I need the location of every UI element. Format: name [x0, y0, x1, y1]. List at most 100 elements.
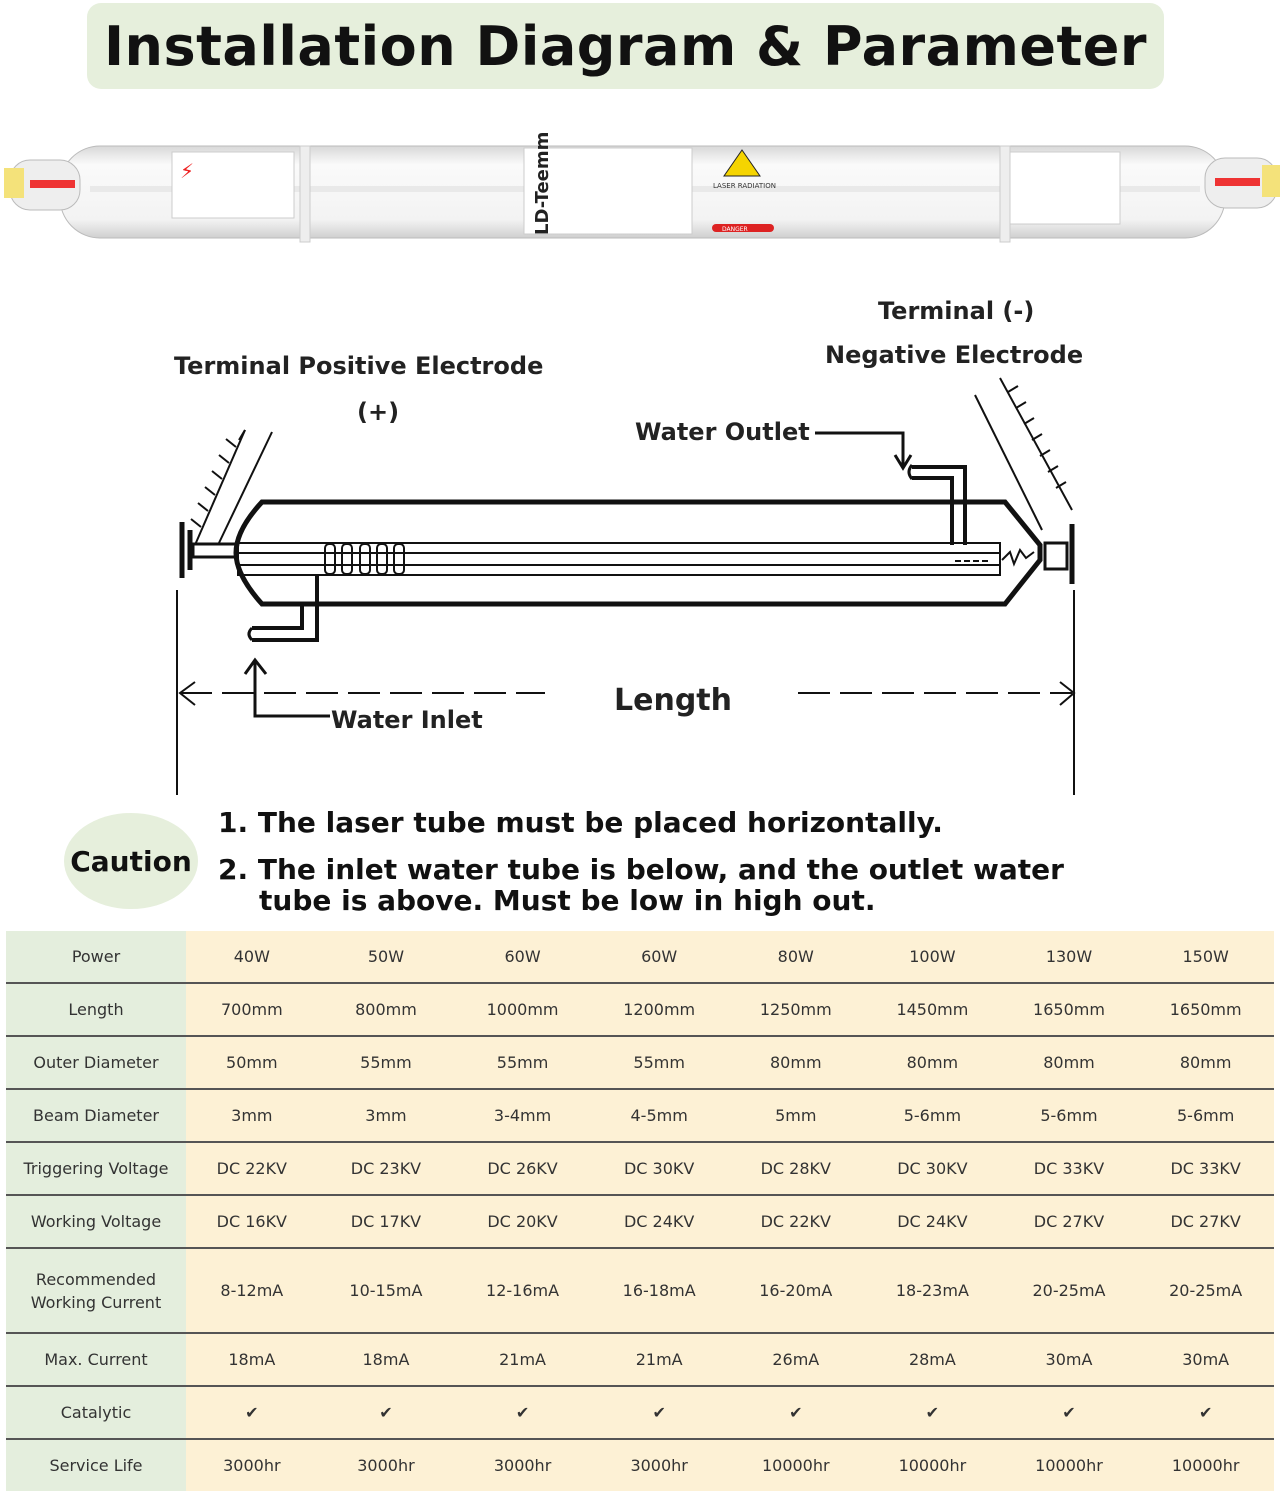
table-cell: ✔: [1000, 1386, 1138, 1440]
table-cell: 1650mm: [1000, 983, 1138, 1037]
table-cell: 1250mm: [727, 983, 865, 1037]
table-cell: 12-16mA: [454, 1248, 591, 1334]
table-cell: 20-25mA: [1000, 1248, 1138, 1334]
title-banner: Installation Diagram & Parameter: [87, 3, 1164, 89]
table-cell: 3000hr: [454, 1439, 591, 1491]
row-header: Outer Diameter: [6, 1036, 186, 1090]
table-cell: 3000hr: [186, 1439, 318, 1491]
table-row: Beam Diameter 3mm 3mm 3-4mm 4-5mm 5mm 5-6mm 5-6…: [6, 1089, 1274, 1143]
table-cell: 50W: [317, 931, 455, 984]
table-cell: DC 24KV: [864, 1195, 1001, 1249]
electrode-caps: [179, 522, 1075, 584]
table-cell: 800mm: [317, 983, 455, 1037]
table-cell: 20-25mA: [1137, 1248, 1274, 1334]
positive-sign-label: (+): [357, 398, 400, 426]
table-cell: 3000hr: [317, 1439, 455, 1491]
svg-text:LASER RADIATION: LASER RADIATION: [713, 182, 776, 190]
table-cell: 55mm: [317, 1036, 455, 1090]
table-cell: 18mA: [186, 1333, 318, 1387]
table-cell: DC 22KV: [727, 1195, 865, 1249]
row-header: Working Voltage: [6, 1195, 186, 1249]
table-cell: ✔: [454, 1386, 591, 1440]
table-cell: 3mm: [186, 1089, 318, 1143]
table-cell: DC 28KV: [727, 1142, 865, 1196]
table-row: Power 40W 50W 60W 60W 80W 100W 130W 150W: [6, 931, 1274, 984]
table-cell: 18mA: [317, 1333, 455, 1387]
row-header: Service Life: [6, 1439, 186, 1491]
table-cell: 26mA: [727, 1333, 865, 1387]
svg-text:⚡: ⚡: [180, 159, 194, 183]
table-cell: 4-5mm: [590, 1089, 728, 1143]
table-cell: 18-23mA: [864, 1248, 1001, 1334]
water-inlet-pipe: [247, 576, 319, 642]
table-cell: 3mm: [317, 1089, 455, 1143]
length-label: Length: [614, 683, 732, 718]
table-cell: 60W: [590, 931, 728, 984]
table-row: Outer Diameter 50mm 55mm 55mm 55mm 80mm 80mm 80…: [6, 1036, 1274, 1090]
table-cell: 5mm: [727, 1089, 865, 1143]
table-cell: 50mm: [186, 1036, 318, 1090]
page-title: Installation Diagram & Parameter: [103, 14, 1148, 78]
row-header: Triggering Voltage: [6, 1142, 186, 1196]
row-header: Max. Current: [6, 1333, 186, 1387]
mount-brackets: [190, 377, 1073, 546]
table-cell: DC 33KV: [1000, 1142, 1138, 1196]
table-cell: 55mm: [454, 1036, 591, 1090]
length-dimension: [176, 590, 1076, 795]
table-cell: DC 22KV: [186, 1142, 318, 1196]
table-cell: 80W: [727, 931, 865, 984]
table-cell: 80mm: [727, 1036, 865, 1090]
table-cell: 10000hr: [864, 1439, 1001, 1491]
svg-text:LD-Teemm: LD-Teemm: [532, 132, 553, 235]
caution-note-1: 1. The laser tube must be placed horizon…: [218, 806, 943, 839]
table-cell: ✔: [727, 1386, 865, 1440]
table-cell: 40W: [186, 931, 318, 984]
row-header: Length: [6, 983, 186, 1037]
table-cell: ✔: [317, 1386, 455, 1440]
table-cell: ✔: [186, 1386, 318, 1440]
caution-badge: Caution: [64, 813, 198, 909]
table-cell: 3000hr: [590, 1439, 728, 1491]
table-cell: 28mA: [864, 1333, 1001, 1387]
table-cell: DC 27KV: [1137, 1195, 1274, 1249]
installation-diagram: [176, 377, 1076, 795]
table-cell: 100W: [864, 931, 1001, 984]
table-cell: DC 33KV: [1137, 1142, 1274, 1196]
table-cell: 1200mm: [590, 983, 728, 1037]
caution-note-2-cont: tube is above. Must be low in high out.: [259, 884, 876, 917]
table-cell: 3-4mm: [454, 1089, 591, 1143]
table-cell: DC 30KV: [864, 1142, 1001, 1196]
table-cell: 30mA: [1000, 1333, 1138, 1387]
table-row: Service Life 3000hr 3000hr 3000hr 3000hr 1000…: [6, 1439, 1274, 1491]
table-row: Catalytic ✔ ✔ ✔ ✔ ✔ ✔ ✔ ✔: [6, 1386, 1274, 1440]
table-cell: 150W: [1137, 931, 1274, 984]
table-cell: 5-6mm: [1000, 1089, 1138, 1143]
table-cell: 130W: [1000, 931, 1138, 984]
table-cell: 1000mm: [454, 983, 591, 1037]
table-cell: 21mA: [590, 1333, 728, 1387]
table-cell: DC 16KV: [186, 1195, 318, 1249]
water-outlet-label: Water Outlet: [635, 418, 810, 446]
table-row: Recommended Working Current 8-12mA 10-15mA…: [6, 1248, 1274, 1334]
table-cell: 10000hr: [1000, 1439, 1138, 1491]
table-cell: 5-6mm: [864, 1089, 1001, 1143]
table-cell: 10000hr: [727, 1439, 865, 1491]
water-inlet-label: Water Inlet: [331, 706, 483, 734]
table-cell: DC 30KV: [590, 1142, 728, 1196]
table-cell: 16-20mA: [727, 1248, 865, 1334]
table-cell: 10-15mA: [317, 1248, 455, 1334]
table-cell: 80mm: [1137, 1036, 1274, 1090]
table-cell: ✔: [1137, 1386, 1274, 1440]
caution-note-2: 2. The inlet water tube is below, and th…: [218, 853, 1064, 886]
svg-text:DANGER: DANGER: [722, 226, 748, 233]
table-cell: DC 17KV: [317, 1195, 455, 1249]
table-cell: 80mm: [1000, 1036, 1138, 1090]
table-cell: ✔: [590, 1386, 728, 1440]
table-cell: 700mm: [186, 983, 318, 1037]
table-cell: DC 27KV: [1000, 1195, 1138, 1249]
table-cell: ✔: [864, 1386, 1001, 1440]
table-cell: DC 24KV: [590, 1195, 728, 1249]
table-row: Max. Current 18mA 18mA 21mA 21mA 26mA 28mA 30mA…: [6, 1333, 1274, 1387]
terminal-negative-label: Terminal (-): [878, 297, 1035, 325]
table-cell: 1450mm: [864, 983, 1001, 1037]
